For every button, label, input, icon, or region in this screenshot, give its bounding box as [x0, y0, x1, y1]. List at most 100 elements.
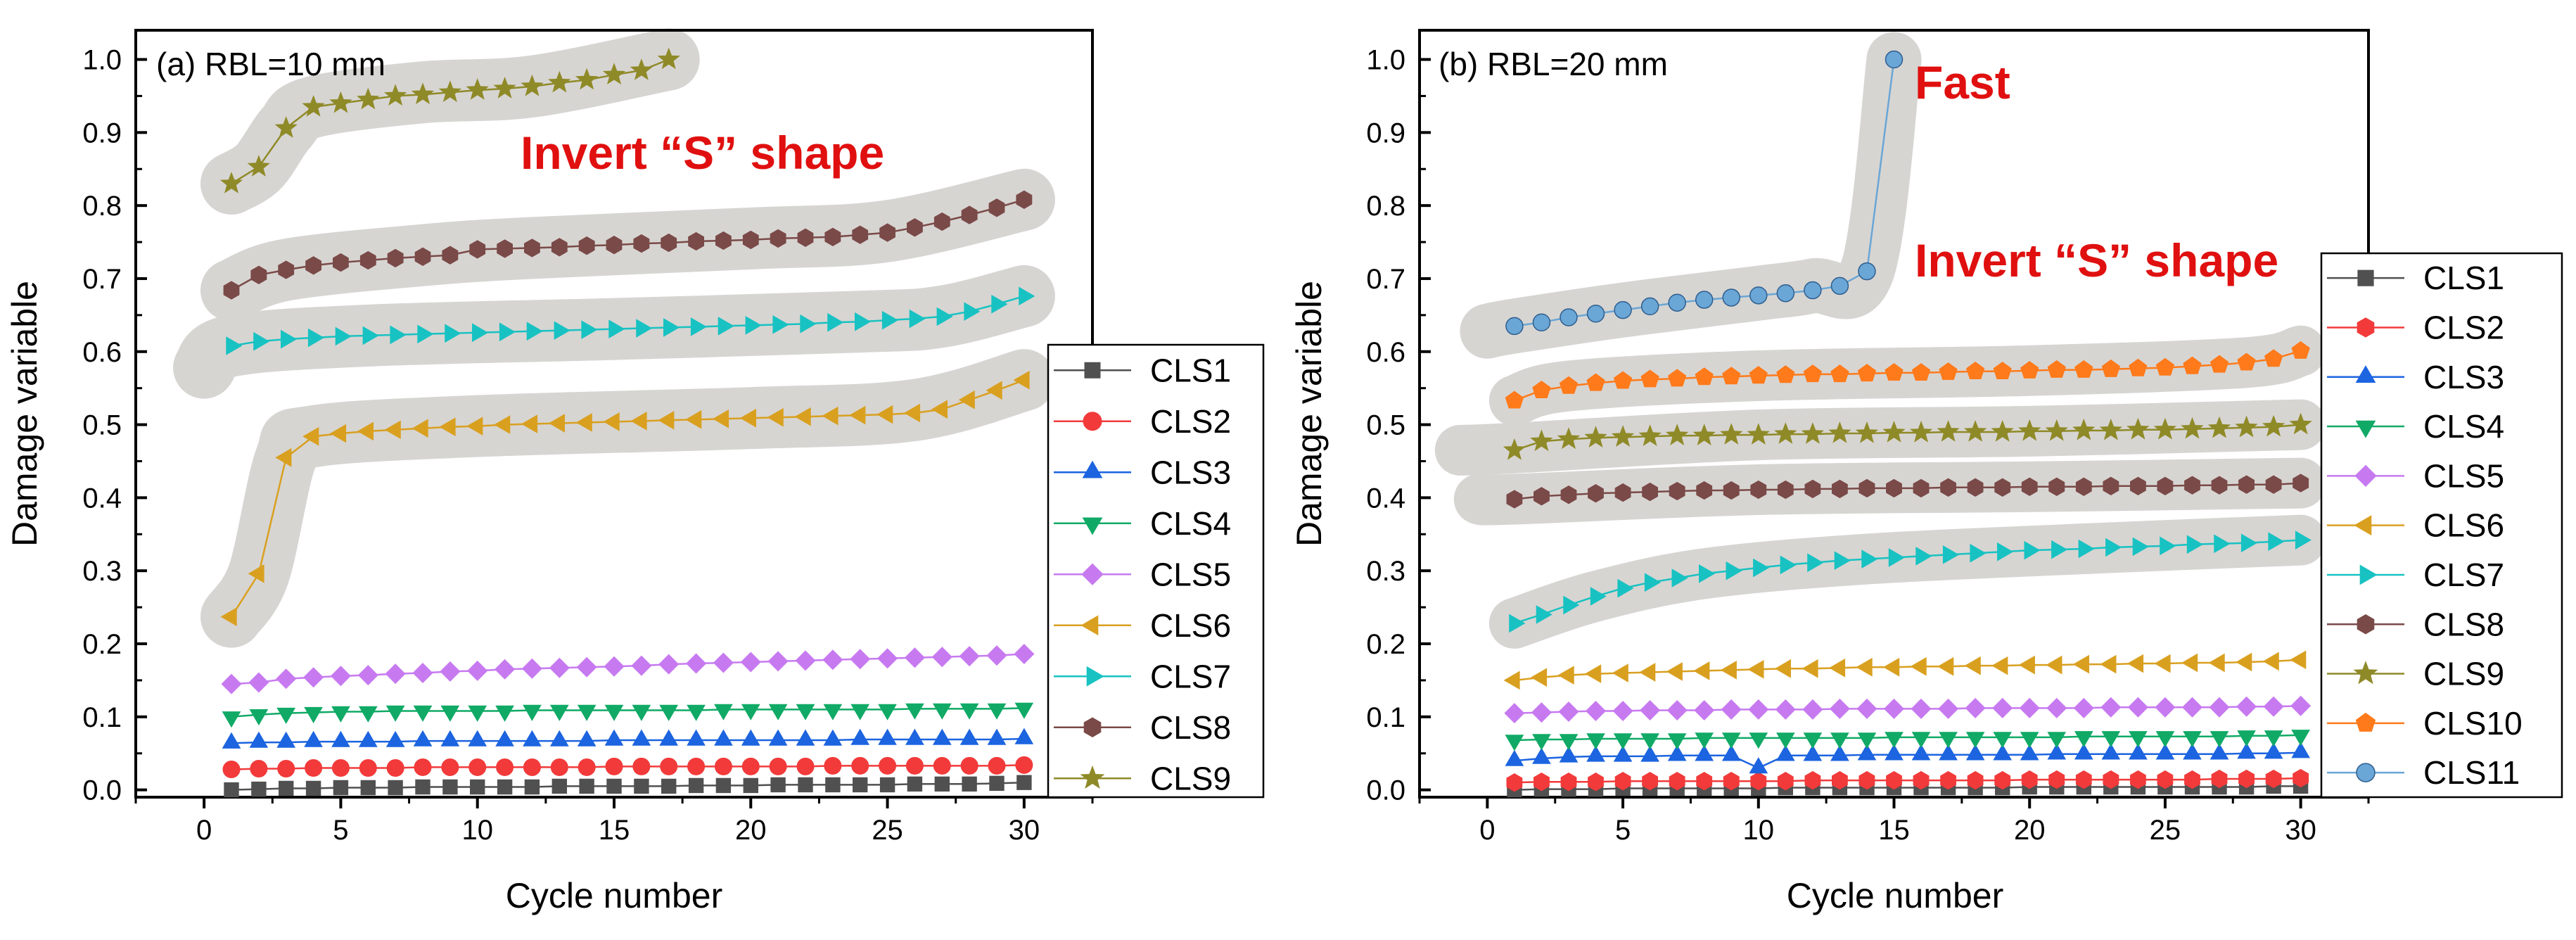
data-point-cls10 — [1668, 369, 1687, 387]
highlight-band-cls6 — [200, 349, 1055, 648]
data-point-cls2 — [1015, 756, 1033, 774]
y-tick-label: 1.0 — [1366, 45, 1405, 76]
data-point-cls4 — [2291, 730, 2310, 747]
data-point-cls2 — [1886, 770, 1902, 790]
data-point-cls9 — [2289, 412, 2312, 435]
data-point-cls2 — [905, 756, 924, 775]
data-point-cls3 — [2129, 743, 2148, 760]
legend-marker — [1080, 765, 1105, 789]
x-tick-label: 25 — [2150, 815, 2181, 846]
data-point-cls9 — [2153, 417, 2177, 440]
data-point-cls8 — [305, 256, 321, 275]
data-point-cls9 — [357, 87, 380, 110]
data-point-cls5 — [686, 653, 707, 674]
data-point-cls1 — [770, 777, 786, 793]
data-point-cls4 — [2264, 730, 2283, 747]
legend-marker — [2357, 317, 2375, 338]
legend-marker — [1082, 517, 1103, 535]
data-point-cls9 — [411, 82, 435, 105]
data-point-cls5 — [986, 645, 1007, 666]
data-point-cls10 — [2183, 356, 2202, 374]
data-point-cls9 — [1503, 438, 1526, 460]
data-point-cls7 — [1888, 548, 1905, 567]
data-point-cls9 — [219, 171, 243, 193]
legend: CLS1 CLS2 CLS3 CLS4 CLS5 CLS6 CLS7 CLS8 CLS9 — [1047, 343, 1265, 799]
data-point-cls3 — [549, 730, 569, 747]
data-point-cls4 — [2129, 731, 2148, 748]
data-point-cls8 — [1614, 483, 1631, 502]
data-point-cls5 — [740, 652, 761, 673]
highlight-band-cls10 — [1488, 325, 2326, 426]
data-point-cls6 — [220, 607, 237, 626]
data-point-cls7 — [1780, 555, 1797, 575]
data-point-cls5 — [385, 663, 406, 685]
series-line-cls2 — [1514, 777, 2301, 784]
legend-item-cls6: CLS6 — [1054, 607, 1231, 644]
data-point-cls9 — [493, 76, 516, 99]
data-point-cls1 — [497, 779, 513, 795]
data-point-cls7 — [1861, 550, 1878, 569]
data-point-cls6 — [876, 405, 893, 424]
data-point-cls9 — [602, 63, 626, 85]
data-point-cls9 — [1611, 425, 1635, 447]
data-point-cls5 — [877, 648, 898, 669]
data-point-cls7 — [1834, 551, 1851, 570]
data-point-cls8 — [497, 239, 513, 258]
data-point-cls7 — [1617, 578, 1634, 598]
legend-marker — [1083, 412, 1102, 431]
annotation-fast: Fast — [1915, 56, 2010, 108]
data-point-cls4 — [905, 703, 924, 720]
data-point-cls5 — [2046, 697, 2067, 718]
y-tick-label: 0.6 — [82, 337, 122, 368]
data-point-cls2 — [933, 756, 951, 775]
data-point-cls7 — [1753, 558, 1770, 578]
data-point-cls6 — [2236, 652, 2252, 672]
legend-label: CLS3 — [1150, 454, 1231, 490]
data-point-cls2 — [1750, 772, 1767, 791]
data-point-cls6 — [1856, 657, 1873, 677]
data-point-cls2 — [2265, 769, 2282, 789]
series-line-cls3 — [1514, 751, 2301, 769]
data-point-cls6 — [630, 412, 647, 431]
data-point-cls5 — [850, 649, 871, 670]
data-point-cls11 — [1749, 286, 1768, 305]
data-point-cls1 — [879, 777, 895, 793]
data-point-cls2 — [796, 757, 815, 775]
legend-item-cls8: CLS8 — [2327, 606, 2504, 642]
series-cls2 — [222, 756, 1033, 779]
data-point-cls5 — [931, 647, 952, 668]
y-tick-label: 0.7 — [82, 264, 122, 295]
legend-marker — [2355, 420, 2376, 438]
data-point-cls8 — [1967, 478, 1984, 497]
data-point-cls4 — [1532, 734, 1551, 751]
data-point-cls4 — [249, 709, 269, 726]
data-point-cls6 — [1013, 370, 1030, 390]
panel-label: (b) RBL=20 mm — [1439, 46, 1668, 82]
data-point-cls5 — [2100, 697, 2122, 718]
data-point-cls3 — [440, 730, 460, 747]
data-point-cls4 — [1776, 732, 1795, 749]
data-point-cls5 — [1911, 698, 1932, 719]
data-point-cls3 — [905, 728, 924, 745]
data-point-cls3 — [1885, 744, 1904, 761]
data-point-cls6 — [603, 412, 620, 431]
series-cls5 — [221, 643, 1035, 694]
data-point-cls6 — [357, 421, 374, 441]
data-point-cls3 — [331, 730, 350, 747]
y-tick-label: 0.0 — [1366, 775, 1405, 806]
data-point-cls7 — [991, 294, 1008, 314]
data-point-cls2 — [2238, 769, 2255, 789]
data-point-cls3 — [1586, 745, 1605, 762]
data-point-cls1 — [524, 779, 540, 795]
data-point-cls7 — [936, 307, 953, 326]
data-point-cls8 — [359, 250, 376, 270]
legend-marker — [1084, 362, 1101, 379]
data-point-cls4 — [1559, 734, 1579, 751]
data-point-cls6 — [986, 381, 1002, 400]
data-point-cls5 — [1666, 699, 1688, 721]
data-point-cls7 — [1915, 547, 1932, 566]
data-point-cls7 — [2268, 532, 2285, 551]
legend-label: CLS8 — [1150, 709, 1231, 746]
data-point-cls1 — [934, 776, 950, 792]
data-point-cls7 — [718, 317, 734, 336]
